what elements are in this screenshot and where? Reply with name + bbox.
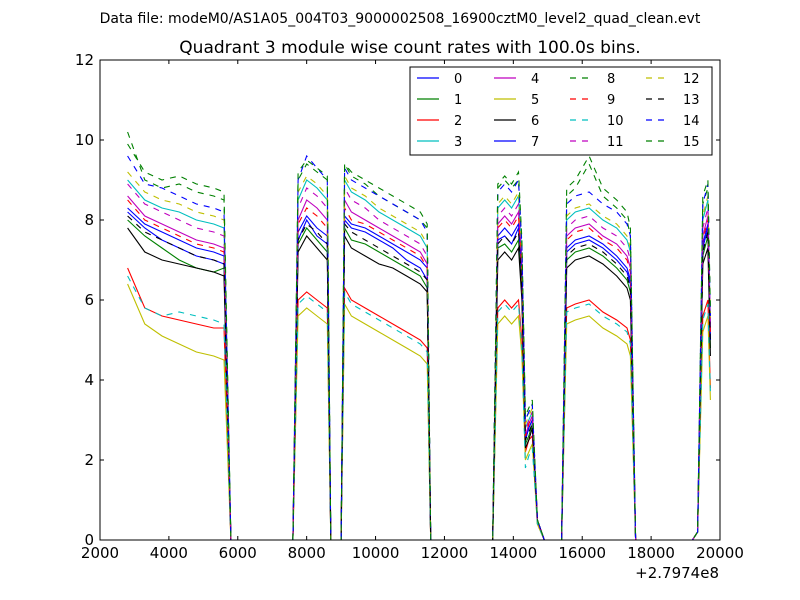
series-line-4 [127,195,711,541]
x-tick-label: 8000 [288,544,326,562]
series-line-7 [127,207,711,541]
x-axis: 2000 4000 6000 8000 10000 12000 14000 16000 1800… [81,60,744,562]
x-tick-label: 10000 [352,544,400,562]
y-tick-label: 2 [84,451,94,469]
x-axis-offset-label: +2.7974e8 [635,564,719,582]
series-line-11 [127,183,711,541]
x-tick-label: 20000 [696,544,744,562]
legend-label-0: 0 [454,72,462,87]
x-tick-label: 16000 [558,544,606,562]
y-tick-label: 12 [75,51,94,69]
x-tick-label: 12000 [421,544,469,562]
series-line-5 [127,283,711,541]
x-tick-label: 6000 [219,544,257,562]
x-tick-label: 2000 [81,544,119,562]
x-tick-label: 4000 [150,544,188,562]
legend-label-13: 13 [683,93,700,108]
chart-suptitle: Data file: modeM0/AS1A05_004T03_90000025… [100,11,701,27]
legend-label-4: 4 [531,72,539,87]
legend-label-14: 14 [683,114,700,129]
legend-label-10: 10 [607,114,624,129]
legend-label-3: 3 [454,135,462,150]
series-line-2 [127,267,711,541]
plot-series [127,131,711,541]
y-tick-label: 10 [75,131,94,149]
legend-label-9: 9 [607,93,615,108]
series-line-10 [127,275,711,541]
y-tick-label: 4 [84,371,94,389]
series-line-3 [127,177,711,541]
legend-label-7: 7 [531,135,539,150]
legend-label-12: 12 [683,72,700,87]
series-line-0 [127,211,711,541]
x-tick-label: 14000 [489,544,537,562]
series-line-14 [127,154,711,541]
series-line-13 [127,215,711,541]
series-line-15 [127,143,711,541]
legend-label-8: 8 [607,72,615,87]
legend-label-15: 15 [683,135,700,150]
y-tick-label: 8 [84,211,94,229]
series-line-8 [127,131,711,541]
legend-label-5: 5 [531,93,539,108]
legend-label-6: 6 [531,114,539,129]
legend-label-11: 11 [607,135,624,150]
legend-label-2: 2 [454,114,462,129]
y-tick-label: 0 [84,531,94,549]
chart-title: Quadrant 3 module wise count rates with … [179,38,640,58]
y-tick-label: 6 [84,291,94,309]
legend-label-1: 1 [454,93,462,108]
legend-box [409,66,713,156]
x-tick-label: 18000 [627,544,675,562]
